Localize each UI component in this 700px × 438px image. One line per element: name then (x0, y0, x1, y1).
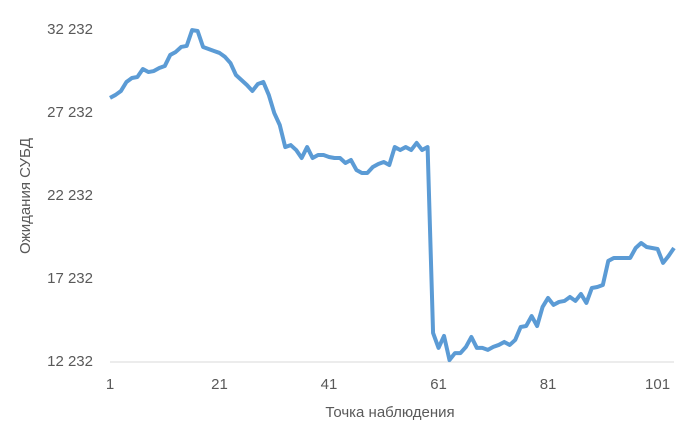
x-tick-label: 101 (645, 376, 670, 393)
x-tick-label: 81 (540, 376, 557, 393)
y-tick-label: 27 232 (47, 104, 93, 121)
x-tick-label: 21 (211, 376, 228, 393)
x-tick-label: 41 (321, 376, 338, 393)
y-tick-label: 12 232 (47, 353, 93, 370)
x-tick-label: 1 (106, 376, 114, 393)
data-line (109, 28, 676, 363)
y-tick-label: 32 232 (47, 21, 93, 38)
y-axis-title: Ожидания СУБД (17, 138, 34, 254)
x-tick-label: 61 (430, 376, 447, 393)
y-tick-label: 22 232 (47, 187, 93, 204)
y-tick-label: 17 232 (47, 270, 93, 287)
x-axis-title: Точка наблюдения (325, 404, 454, 421)
